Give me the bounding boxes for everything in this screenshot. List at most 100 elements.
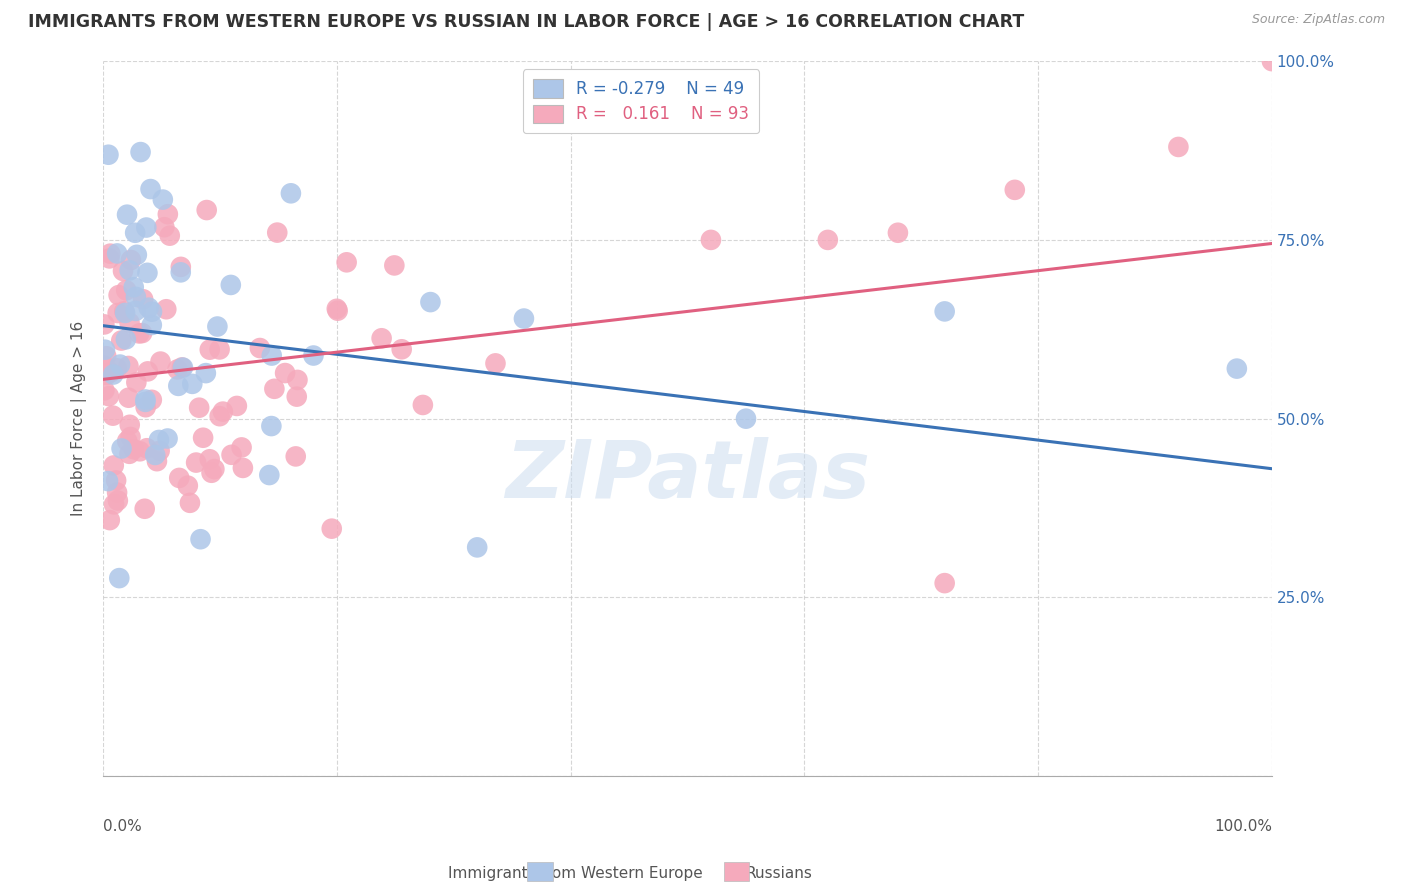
Point <box>141 304 163 318</box>
Point <box>115 208 138 222</box>
Point <box>117 359 139 373</box>
Point <box>117 391 139 405</box>
Point <box>700 233 723 247</box>
Point <box>484 356 506 370</box>
Point <box>110 442 132 456</box>
Point <box>122 280 145 294</box>
Point <box>188 401 211 415</box>
Point <box>280 186 302 201</box>
Point <box>97 147 120 161</box>
Point <box>98 246 121 260</box>
Point <box>146 454 169 468</box>
Point <box>114 306 136 320</box>
Point <box>124 226 146 240</box>
Point <box>128 326 150 341</box>
Point <box>153 220 176 235</box>
Point <box>120 430 142 444</box>
Point <box>190 532 212 546</box>
Point <box>170 265 193 279</box>
Point <box>97 474 120 488</box>
Point <box>212 404 235 418</box>
Point <box>112 304 135 318</box>
Text: Russians: Russians <box>745 866 813 881</box>
Point <box>285 390 308 404</box>
Point <box>143 448 166 462</box>
Point <box>103 368 125 382</box>
Point <box>93 384 115 398</box>
Point <box>136 266 159 280</box>
Point <box>412 398 434 412</box>
Point <box>391 343 413 357</box>
Point <box>134 501 156 516</box>
Point <box>115 283 138 297</box>
Point <box>266 226 288 240</box>
Point <box>135 220 157 235</box>
Point <box>465 541 488 555</box>
Point <box>132 293 155 307</box>
Point <box>336 255 359 269</box>
Point <box>135 401 157 415</box>
Point <box>200 466 222 480</box>
Text: IMMIGRANTS FROM WESTERN EUROPE VS RUSSIAN IN LABOR FORCE | AGE > 16 CORRELATION : IMMIGRANTS FROM WESTERN EUROPE VS RUSSIA… <box>28 13 1025 31</box>
Point <box>181 376 204 391</box>
Point <box>105 474 128 488</box>
Point <box>934 304 956 318</box>
Point <box>167 379 190 393</box>
Point <box>184 456 207 470</box>
Point <box>96 349 118 363</box>
Point <box>118 417 141 432</box>
Point <box>136 364 159 378</box>
Point <box>231 441 253 455</box>
Point <box>93 318 115 332</box>
Point <box>170 360 193 375</box>
Legend: R = -0.279    N = 49, R =   0.161    N = 93: R = -0.279 N = 49, R = 0.161 N = 93 <box>523 70 759 134</box>
Point <box>94 343 117 357</box>
Point <box>159 228 181 243</box>
Point <box>97 389 120 403</box>
Point <box>138 301 160 315</box>
Point <box>149 443 172 458</box>
Point <box>93 359 115 373</box>
Point <box>155 302 177 317</box>
Point <box>108 571 131 585</box>
Point <box>934 576 956 591</box>
Point <box>274 366 297 380</box>
Point <box>131 326 153 340</box>
Point <box>302 349 325 363</box>
Point <box>110 334 132 348</box>
Point <box>166 362 188 376</box>
Point <box>118 263 141 277</box>
Point <box>326 301 349 316</box>
Point <box>170 260 193 274</box>
Point <box>194 366 217 380</box>
Point <box>198 452 221 467</box>
Point <box>103 497 125 511</box>
Point <box>326 303 349 318</box>
Point <box>125 248 148 262</box>
Point <box>321 522 343 536</box>
Point <box>149 354 172 368</box>
Point <box>156 207 179 221</box>
Y-axis label: In Labor Force | Age > 16: In Labor Force | Age > 16 <box>72 321 87 516</box>
Point <box>107 288 129 302</box>
Point <box>122 442 145 457</box>
Point <box>125 290 148 304</box>
Point <box>232 461 254 475</box>
Point <box>124 304 146 318</box>
Text: 0.0%: 0.0% <box>103 819 142 834</box>
Point <box>1004 183 1026 197</box>
Point <box>107 306 129 320</box>
Point <box>100 365 122 379</box>
Point <box>101 409 124 423</box>
Point <box>108 358 131 372</box>
Point <box>259 468 281 483</box>
Point <box>103 458 125 473</box>
Point <box>207 319 229 334</box>
Point <box>287 373 309 387</box>
Point <box>98 252 121 266</box>
Point <box>195 202 218 217</box>
Point <box>107 493 129 508</box>
Point <box>225 399 247 413</box>
Point <box>105 485 128 500</box>
Point <box>129 145 152 160</box>
